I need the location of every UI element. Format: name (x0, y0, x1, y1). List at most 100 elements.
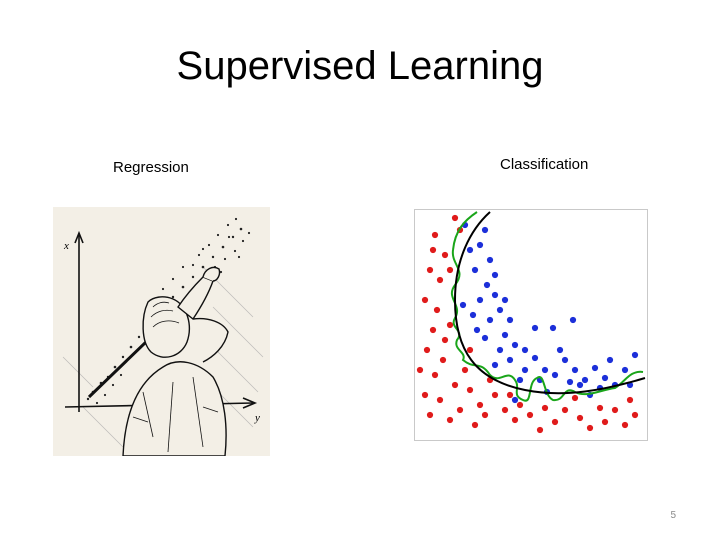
point (526, 411, 534, 419)
point (466, 386, 474, 394)
point (476, 241, 484, 249)
regression-illustration: x y (53, 207, 270, 456)
point (441, 251, 449, 259)
point (631, 351, 639, 359)
point (483, 281, 491, 289)
point (551, 371, 559, 379)
point (436, 396, 444, 404)
point (541, 404, 549, 412)
smooth-boundary (453, 211, 646, 395)
point (541, 366, 549, 374)
point (531, 354, 539, 362)
classification-illustration (414, 209, 648, 441)
point (471, 266, 479, 274)
point (446, 266, 454, 274)
point (491, 271, 499, 279)
point (586, 424, 594, 432)
point (486, 256, 494, 264)
axis-y-label: y (254, 412, 260, 424)
point (461, 366, 469, 374)
point (566, 378, 574, 386)
point (516, 376, 524, 384)
point (561, 356, 569, 364)
point (621, 421, 629, 429)
point (466, 346, 474, 354)
point (531, 324, 539, 332)
axis-x-label: x (63, 240, 69, 252)
point (441, 336, 449, 344)
point (601, 418, 609, 426)
point (426, 266, 434, 274)
point (486, 316, 494, 324)
point (506, 356, 514, 364)
point (521, 366, 529, 374)
point (466, 246, 474, 254)
point (423, 346, 431, 354)
point (491, 361, 499, 369)
point (576, 381, 584, 389)
point (421, 391, 429, 399)
regression-label: Regression (113, 159, 189, 176)
point (506, 316, 514, 324)
point (516, 401, 524, 409)
point (551, 418, 559, 426)
point (451, 214, 459, 222)
point (501, 406, 509, 414)
point (496, 346, 504, 354)
point (429, 246, 437, 254)
point (439, 356, 447, 364)
point (521, 346, 529, 354)
point (576, 414, 584, 422)
point (591, 364, 599, 372)
point (451, 381, 459, 389)
point (491, 291, 499, 299)
point (481, 226, 489, 234)
point (506, 391, 514, 399)
point (446, 321, 454, 329)
point (469, 311, 477, 319)
point (606, 356, 614, 364)
point (446, 416, 454, 424)
point (456, 406, 464, 414)
point (581, 376, 589, 384)
point (473, 326, 481, 334)
point (491, 391, 499, 399)
point (433, 306, 441, 314)
point (601, 374, 609, 382)
point (481, 334, 489, 342)
point (481, 411, 489, 419)
point (511, 396, 519, 404)
point (511, 341, 519, 349)
point (561, 406, 569, 414)
point (431, 231, 439, 239)
point (476, 296, 484, 304)
point (471, 421, 479, 429)
point (416, 366, 424, 374)
point (496, 306, 504, 314)
point (426, 411, 434, 419)
classification-label: Classification (500, 156, 589, 173)
point (501, 296, 509, 304)
point (536, 426, 544, 434)
point (626, 396, 634, 404)
point (611, 406, 619, 414)
point (621, 366, 629, 374)
point (476, 401, 484, 409)
point (501, 331, 509, 339)
point (556, 346, 564, 354)
point (429, 326, 437, 334)
page-number: 5 (670, 510, 676, 521)
point (511, 416, 519, 424)
point (631, 411, 639, 419)
point (569, 316, 577, 324)
point (436, 276, 444, 284)
point (549, 324, 557, 332)
point (431, 371, 439, 379)
point (596, 404, 604, 412)
slide-title: Supervised Learning (176, 44, 544, 88)
point (459, 301, 467, 309)
point (421, 296, 429, 304)
overfit-boundary (450, 211, 644, 402)
point (571, 394, 579, 402)
point (571, 366, 579, 374)
